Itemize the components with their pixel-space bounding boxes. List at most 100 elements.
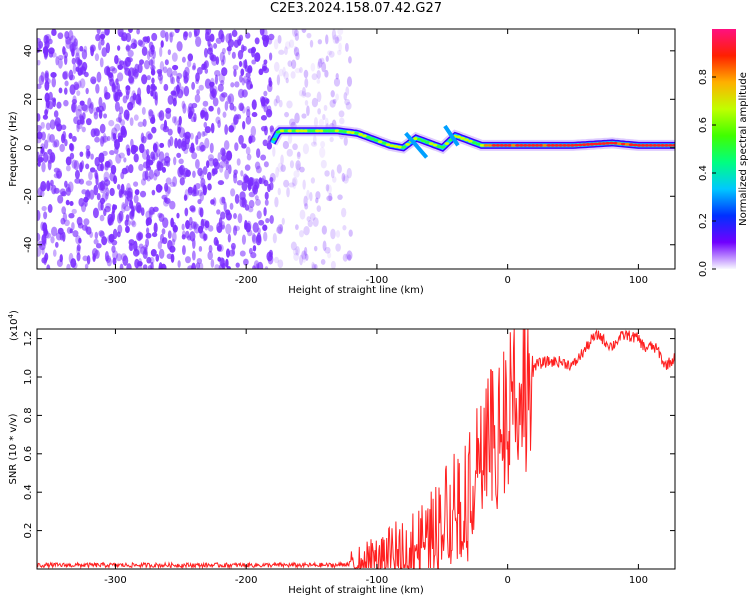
spectral-noise-blob bbox=[166, 253, 173, 260]
spectral-noise-blob bbox=[332, 176, 337, 183]
spectral-noise-blob bbox=[206, 160, 210, 169]
x-tick-label: -200 bbox=[235, 575, 258, 586]
spectral-noise-blob bbox=[179, 177, 185, 186]
spectral-noise-blob bbox=[76, 244, 81, 252]
spectral-noise-blob bbox=[192, 238, 196, 250]
spectral-noise-blob bbox=[214, 264, 220, 269]
signal-core-segment bbox=[464, 138, 469, 142]
spectral-noise-blob bbox=[156, 68, 163, 75]
spectral-noise-blob bbox=[204, 78, 212, 89]
colorbar-ticks: 0.0 0.2 0.4 0.6 0.8 bbox=[698, 69, 716, 277]
signal-core-segment bbox=[334, 129, 340, 133]
spectral-noise-blob bbox=[223, 201, 227, 213]
signal-core-segment bbox=[315, 129, 320, 133]
spectral-noise-blob bbox=[81, 103, 88, 112]
spectral-noise-blob bbox=[245, 32, 251, 39]
spectral-noise-blob bbox=[203, 47, 208, 58]
spectral-noise-blob bbox=[173, 156, 177, 166]
spectral-noise-blob bbox=[330, 260, 336, 269]
spectral-noise-blob bbox=[133, 181, 139, 187]
spectral-noise-blob bbox=[201, 218, 208, 227]
spectral-noise-blob bbox=[176, 212, 180, 219]
spectral-noise-blob bbox=[319, 147, 326, 158]
spectral-noise-blob bbox=[315, 197, 319, 204]
spectral-noise-blob bbox=[322, 113, 326, 121]
signal-core-segment bbox=[467, 139, 473, 143]
spectral-noise-blob bbox=[305, 253, 309, 261]
spectral-noise-blob bbox=[320, 159, 327, 169]
spectral-noise-blob bbox=[275, 166, 279, 178]
spectral-noise-blob bbox=[122, 203, 126, 210]
spectral-noise-blob bbox=[298, 89, 304, 97]
spectral-noise-blob bbox=[63, 87, 68, 95]
spectral-noise-blob bbox=[62, 71, 68, 80]
spectral-noise-blob bbox=[106, 66, 111, 77]
spectral-noise-blob bbox=[208, 244, 213, 253]
signal-streak bbox=[404, 131, 429, 159]
spectral-noise-blob bbox=[103, 113, 108, 119]
spectral-noise-blob bbox=[267, 83, 273, 93]
spectral-noise-blob bbox=[221, 67, 228, 77]
spectral-noise-blob bbox=[175, 84, 180, 93]
spectral-noise-blob bbox=[255, 198, 261, 206]
spectral-noise-blob bbox=[291, 59, 297, 70]
spectral-noise-blob bbox=[197, 167, 203, 177]
spectral-noise-blob bbox=[108, 217, 112, 226]
spectral-noise-blob bbox=[61, 206, 67, 215]
spectral-noise-blob bbox=[75, 108, 82, 118]
spectral-noise-blob bbox=[111, 67, 118, 74]
y-tick-label: 0 bbox=[23, 145, 34, 151]
spectral-noise-blob bbox=[37, 154, 43, 164]
spectral-noise-blob bbox=[219, 164, 224, 173]
spectral-noise-blob bbox=[289, 160, 295, 169]
spectral-noise-blob bbox=[78, 197, 85, 207]
spectral-noise-blob bbox=[248, 191, 255, 198]
spectral-noise-blob bbox=[43, 151, 49, 163]
spectral-noise-blob bbox=[345, 101, 352, 110]
spectral-noise-blob bbox=[315, 191, 321, 200]
spectral-noise-blob bbox=[47, 133, 51, 143]
spectral-noise-blob bbox=[43, 211, 48, 220]
spectral-noise-blob bbox=[130, 219, 136, 226]
spectral-noise-blob bbox=[169, 181, 176, 188]
spectral-noise-blob bbox=[226, 46, 232, 52]
spectral-noise-blob bbox=[81, 126, 86, 133]
signal-core-segment bbox=[311, 129, 316, 133]
spectral-noise-blob bbox=[233, 212, 237, 220]
spectral-noise-blob bbox=[317, 61, 321, 70]
x-tick-label: -300 bbox=[104, 275, 127, 286]
spectral-noise-blob bbox=[120, 125, 126, 136]
spectral-noise-blob bbox=[155, 254, 160, 262]
signal-core-segment bbox=[652, 143, 658, 147]
signal-core-segment bbox=[299, 129, 305, 133]
noise-region bbox=[37, 29, 353, 269]
signal-core-segment bbox=[542, 143, 548, 147]
spectral-noise-blob bbox=[201, 63, 206, 70]
spectral-noise-blob bbox=[167, 230, 172, 239]
spectral-noise-blob bbox=[63, 99, 69, 107]
snr-frame bbox=[36, 328, 676, 570]
spectral-noise-blob bbox=[342, 174, 349, 184]
spectral-noise-blob bbox=[48, 182, 53, 191]
spectral-noise-blob bbox=[306, 216, 311, 222]
spectral-noise-blob bbox=[96, 192, 101, 201]
spectral-noise-blob bbox=[213, 43, 218, 49]
colorbar-tick-label: 0.6 bbox=[698, 117, 709, 133]
spectral-noise-blob bbox=[306, 105, 310, 117]
spectral-noise-blob bbox=[311, 263, 316, 269]
spectral-noise-blob bbox=[183, 85, 190, 97]
spectral-noise-blob bbox=[326, 195, 333, 202]
spectral-noise-blob bbox=[61, 124, 67, 131]
spectral-noise-blob bbox=[210, 258, 215, 268]
spectral-noise-blob bbox=[79, 100, 85, 106]
spectral-noise-blob bbox=[68, 252, 74, 264]
spectral-noise-blob bbox=[108, 119, 115, 127]
spectral-noise-blob bbox=[93, 111, 99, 120]
signal-core-segment bbox=[428, 142, 434, 146]
spectral-noise-blob bbox=[293, 170, 300, 178]
snr-x-axis-label: Height of straight line (km) bbox=[288, 585, 424, 596]
spectral-noise-blob bbox=[209, 142, 214, 154]
spectral-noise-blob bbox=[142, 264, 148, 269]
signal-core-segment bbox=[362, 134, 367, 138]
spectral-noise-blob bbox=[174, 29, 180, 34]
